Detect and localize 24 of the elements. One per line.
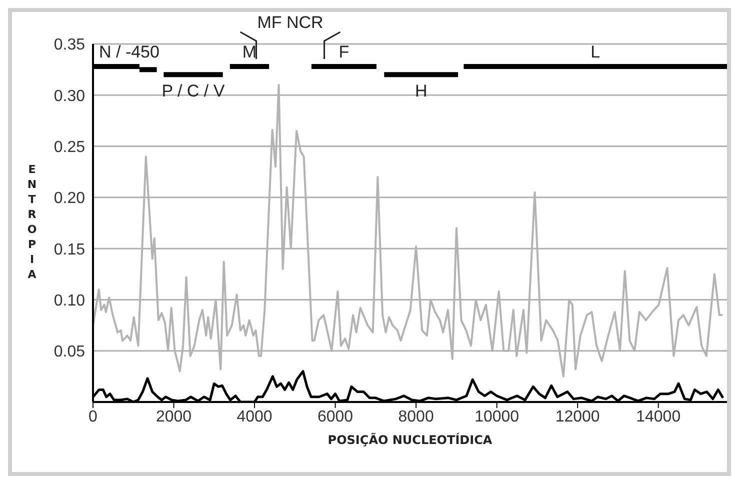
- x-tick-label: 0: [88, 408, 98, 426]
- y-tick-label: 0.30: [54, 88, 86, 105]
- x-tick-label: 14000: [636, 408, 681, 426]
- series-label: M: [242, 42, 257, 62]
- x-tick-label: 6000: [317, 408, 354, 426]
- y-axis-title: ENTROPIA: [27, 163, 37, 281]
- y-tick-label: 0.35: [54, 36, 86, 54]
- x-tick-label: 10000: [474, 408, 520, 426]
- x-tick-label: 8000: [398, 408, 434, 426]
- x-tick-label: 4000: [236, 408, 272, 426]
- y-tick-label: 0.25: [54, 138, 86, 156]
- series-label: F: [338, 42, 350, 62]
- y-tick-label: 0.15: [54, 241, 86, 258]
- text: MF NCR: [257, 13, 324, 32]
- series-label: L: [590, 42, 600, 62]
- x-axis-title: POSIÇÃO NUCLEOTÍDICA: [328, 432, 493, 447]
- x-tick-label: 12000: [555, 408, 600, 426]
- x-tick-label: 2000: [156, 408, 192, 426]
- y-tick-label: 0.20: [54, 190, 86, 208]
- y-tick-label: 0.10: [54, 292, 86, 310]
- series-label: P / C / V: [162, 82, 226, 101]
- series-label: N / -450: [99, 42, 160, 62]
- series-label: H: [414, 82, 428, 101]
- y-tick-label: 0.05: [54, 344, 86, 361]
